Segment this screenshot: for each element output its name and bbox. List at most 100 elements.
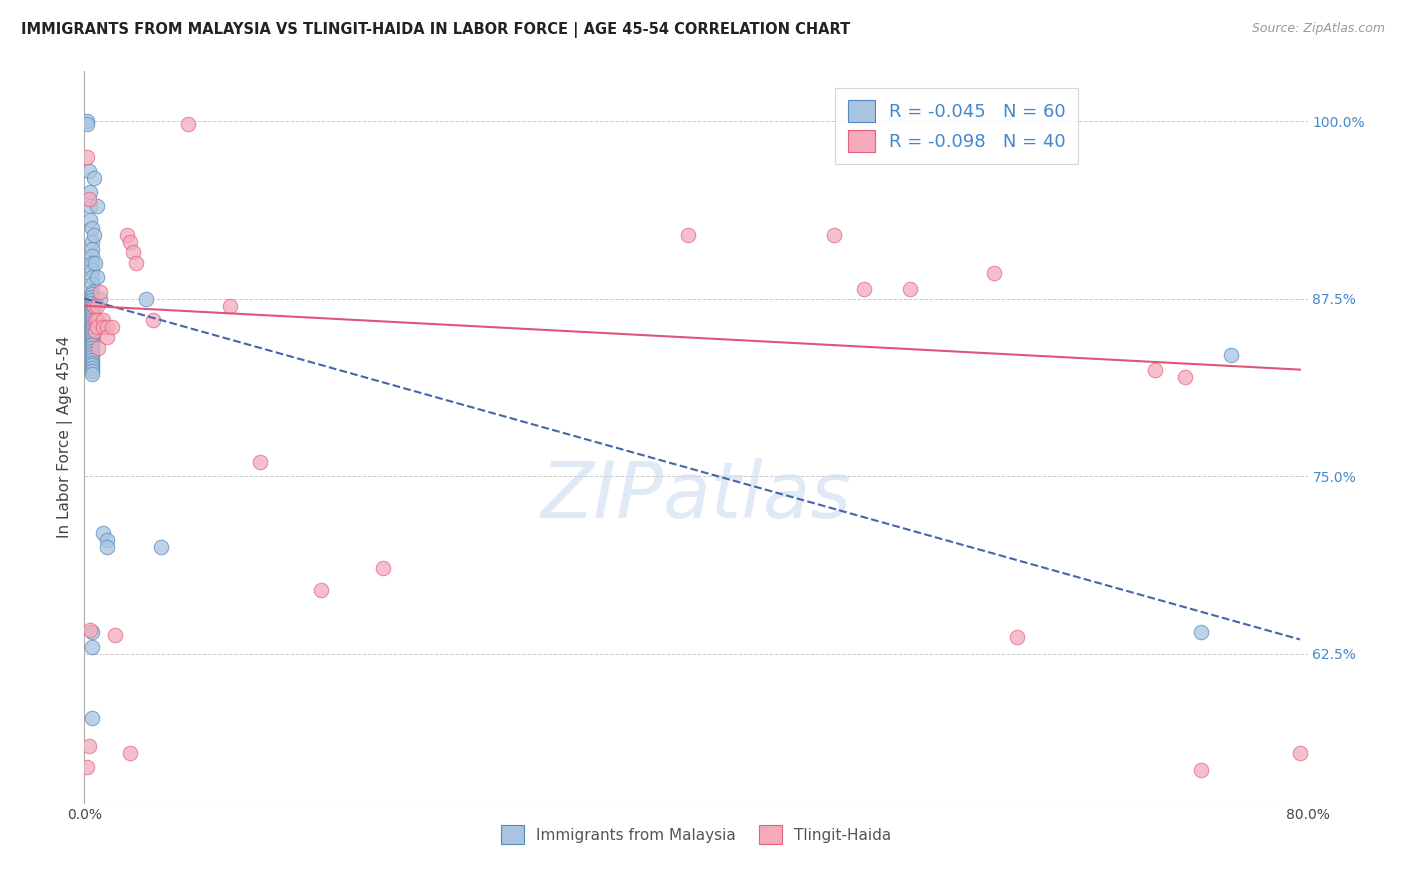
Point xyxy=(77,739,100,753)
Point xyxy=(823,227,845,242)
Point xyxy=(80,313,103,327)
Text: IMMIGRANTS FROM MALAYSIA VS TLINGIT-HAIDA IN LABOR FORCE | AGE 45-54 CORRELATION: IMMIGRANTS FROM MALAYSIA VS TLINGIT-HAID… xyxy=(21,22,851,38)
Text: Source: ZipAtlas.com: Source: ZipAtlas.com xyxy=(1251,22,1385,36)
Point xyxy=(80,335,103,350)
Point xyxy=(80,220,103,235)
Point xyxy=(76,150,98,164)
Point xyxy=(678,227,700,242)
Point xyxy=(80,333,103,347)
Point xyxy=(80,290,103,304)
Point xyxy=(80,270,103,285)
Point xyxy=(80,256,103,270)
Point xyxy=(80,310,103,324)
Point xyxy=(80,293,103,307)
Point xyxy=(80,321,103,335)
Point xyxy=(80,367,103,381)
Point xyxy=(1189,625,1212,640)
Point xyxy=(76,114,98,128)
Point xyxy=(104,628,127,642)
Point xyxy=(76,760,98,774)
Point xyxy=(311,582,333,597)
Point xyxy=(96,533,118,547)
Point xyxy=(898,282,921,296)
Point xyxy=(84,256,107,270)
Point xyxy=(91,313,114,327)
Point xyxy=(79,623,101,637)
Point xyxy=(80,285,103,299)
Point xyxy=(80,296,103,310)
Text: ZIPatlas: ZIPatlas xyxy=(540,458,852,533)
Point xyxy=(80,361,103,376)
Y-axis label: In Labor Force | Age 45-54: In Labor Force | Age 45-54 xyxy=(58,336,73,538)
Point xyxy=(1143,362,1166,376)
Point xyxy=(80,299,103,313)
Point xyxy=(80,316,103,330)
Point xyxy=(89,285,111,299)
Point xyxy=(115,227,138,242)
Point xyxy=(80,347,103,361)
Point xyxy=(96,320,118,334)
Point xyxy=(80,338,103,352)
Point xyxy=(1005,630,1028,644)
Point xyxy=(80,304,103,318)
Point xyxy=(79,213,101,227)
Point xyxy=(142,313,165,327)
Point xyxy=(120,746,142,760)
Point xyxy=(83,227,105,242)
Point xyxy=(122,244,145,259)
Point xyxy=(80,359,103,373)
Point xyxy=(77,192,100,206)
Point xyxy=(91,525,114,540)
Point xyxy=(86,270,108,285)
Point xyxy=(249,455,271,469)
Point xyxy=(84,313,107,327)
Point xyxy=(96,330,118,344)
Point xyxy=(83,299,105,313)
Point xyxy=(1289,746,1312,760)
Point xyxy=(79,199,101,213)
Point xyxy=(80,640,103,654)
Point xyxy=(1220,348,1243,362)
Legend: Immigrants from Malaysia, Tlingit-Haida: Immigrants from Malaysia, Tlingit-Haida xyxy=(495,819,897,850)
Point xyxy=(218,299,240,313)
Point xyxy=(86,299,108,313)
Point xyxy=(77,163,100,178)
Point xyxy=(80,344,103,359)
Point xyxy=(80,341,103,355)
Point xyxy=(80,330,103,344)
Point xyxy=(84,324,107,338)
Point xyxy=(80,318,103,333)
Point xyxy=(80,263,103,277)
Point xyxy=(135,292,157,306)
Point xyxy=(80,355,103,369)
Point xyxy=(983,266,1005,280)
Point xyxy=(80,301,103,316)
Point xyxy=(80,364,103,378)
Point xyxy=(120,235,142,249)
Point xyxy=(83,170,105,185)
Point xyxy=(87,341,110,355)
Point xyxy=(80,352,103,367)
Point xyxy=(96,540,118,554)
Point xyxy=(125,256,148,270)
Point xyxy=(80,710,103,724)
Point xyxy=(1174,369,1197,384)
Point xyxy=(80,307,103,321)
Point xyxy=(80,350,103,364)
Point xyxy=(371,561,394,575)
Point xyxy=(89,292,111,306)
Point xyxy=(853,282,876,296)
Point xyxy=(101,320,124,334)
Point xyxy=(86,313,108,327)
Point xyxy=(79,185,101,199)
Point xyxy=(91,320,114,334)
Point xyxy=(80,324,103,338)
Point xyxy=(177,117,200,131)
Point xyxy=(86,320,108,334)
Point xyxy=(86,199,108,213)
Point xyxy=(80,277,103,292)
Point xyxy=(80,235,103,249)
Point xyxy=(80,287,103,301)
Point xyxy=(76,117,98,131)
Point xyxy=(80,249,103,263)
